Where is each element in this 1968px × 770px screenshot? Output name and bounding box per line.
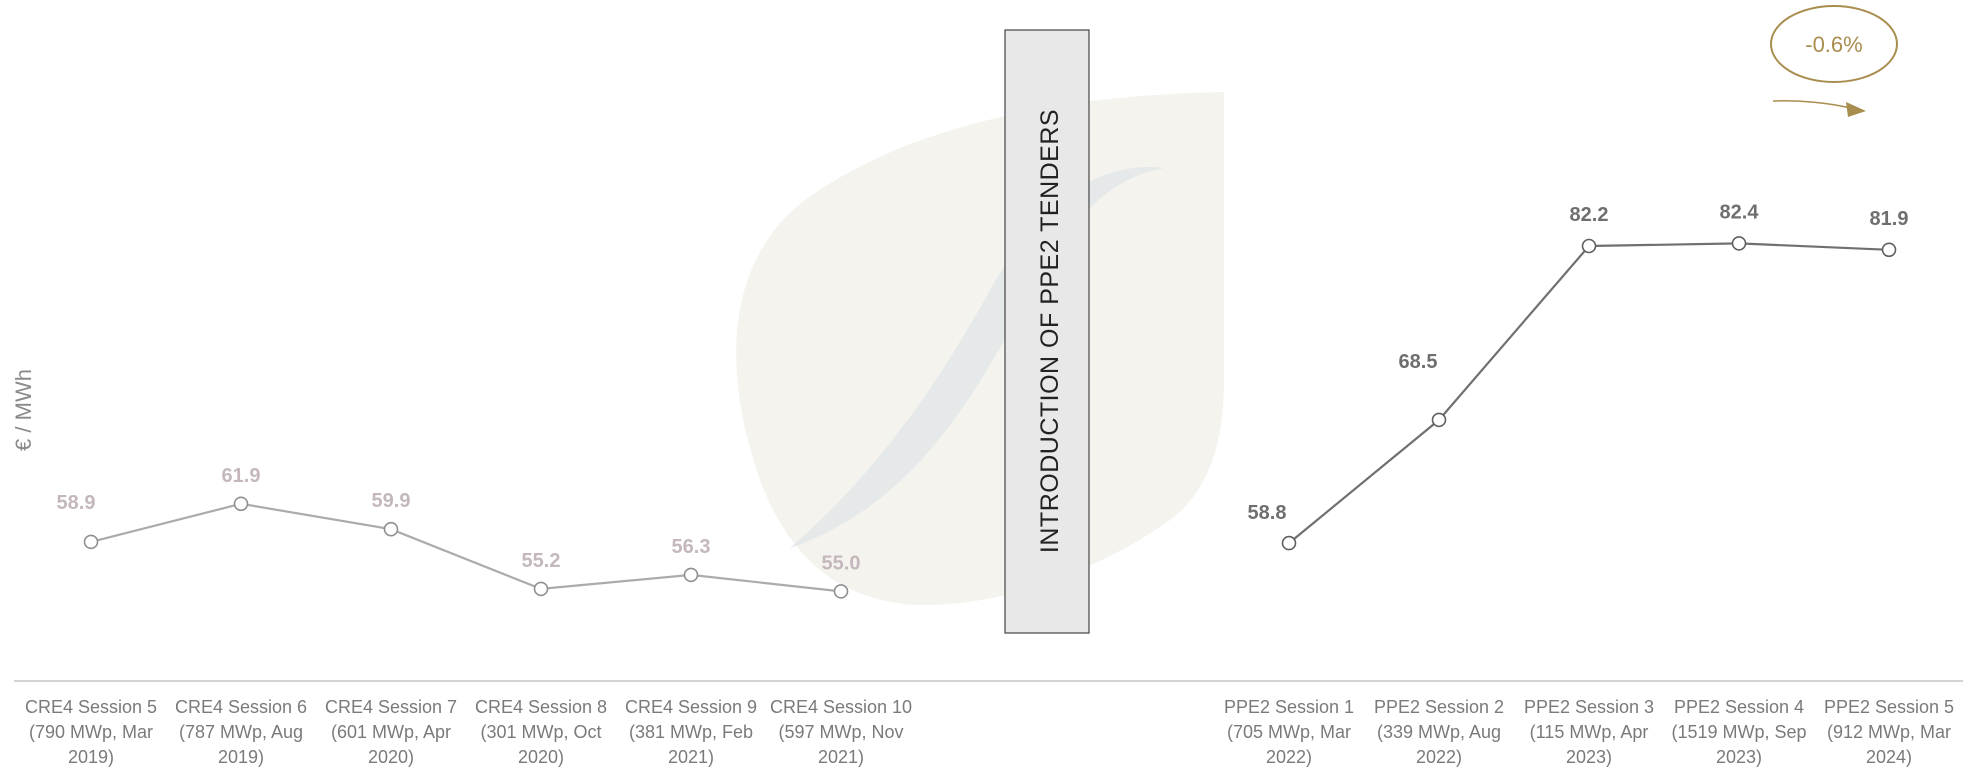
data-label: 56.3 [672, 536, 711, 558]
series-layer: 58.9 61.9 59.9 55.2 56.3 55.0 58.8 68.5 82.2 82.4… [57, 201, 1909, 599]
data-point [383, 521, 399, 537]
x-tick-label: CRE4 Session 8 (301 MWp, Oct 2020) [475, 697, 607, 767]
data-point [233, 496, 249, 512]
data-point [83, 534, 99, 550]
series-line-2 [1288, 242, 1890, 544]
data-point [833, 584, 849, 599]
data-label: 82.2 [1570, 204, 1609, 226]
data-label: 58.8 [1248, 502, 1287, 524]
x-tick-label: CRE4 Session 5 (790 MWp, Mar 2019) [25, 697, 157, 767]
change-badge-ellipse [1770, 5, 1898, 83]
data-label: 81.9 [1870, 208, 1909, 230]
x-tick-label: CRE4 Session 9 (381 MWp, Feb 2021) [625, 697, 757, 767]
data-point [1281, 535, 1297, 551]
series-line-1 [90, 502, 842, 593]
data-label: 58.9 [57, 492, 96, 514]
data-label: 55.2 [522, 550, 561, 572]
data-point [1431, 412, 1447, 428]
data-point [533, 581, 549, 597]
x-tick-label: PPE2 Session 1 (705 MWp, Mar 2022) [1224, 697, 1354, 767]
data-label: 55.0 [822, 552, 861, 574]
y-axis-label: € / MWh [11, 369, 36, 451]
x-tick-label: PPE2 Session 4 (1519 MWp, Sep 2023) [1671, 697, 1806, 767]
leaf-watermark-icon [736, 92, 1224, 606]
x-tick-label: PPE2 Session 3 (115 MWp, Apr 2023) [1524, 697, 1654, 767]
data-point [1581, 238, 1597, 254]
ppe2-introduction-banner [1004, 29, 1090, 634]
x-tick-label: CRE4 Session 10 (597 MWp, Nov 2021) [770, 697, 912, 767]
x-tick-label: PPE2 Session 5 (912 MWp, Mar 2024) [1824, 697, 1954, 767]
change-arrowhead-icon [1846, 102, 1866, 117]
change-arrow-icon [1772, 100, 1851, 109]
x-tick-labels: CRE4 Session 5 (790 MWp, Mar 2019) CRE4 Ses… [25, 697, 1954, 767]
banner-label: INTRODUCTION OF PPE2 TENDERS [1036, 109, 1064, 553]
x-tick-label: CRE4 Session 6 (787 MWp, Aug 2019) [175, 697, 307, 767]
data-point [1881, 242, 1897, 258]
change-badge-label: -0.6% [1805, 32, 1862, 57]
data-label: 82.4 [1720, 201, 1760, 223]
data-label: 68.5 [1399, 351, 1438, 373]
data-point [1731, 236, 1747, 251]
x-tick-label: PPE2 Session 2 (339 MWp, Aug 2022) [1374, 697, 1504, 767]
x-tick-label: CRE4 Session 7 (601 MWp, Apr 2020) [325, 697, 457, 767]
data-point [683, 567, 699, 583]
data-label: 61.9 [222, 465, 261, 487]
data-label: 59.9 [372, 490, 411, 512]
